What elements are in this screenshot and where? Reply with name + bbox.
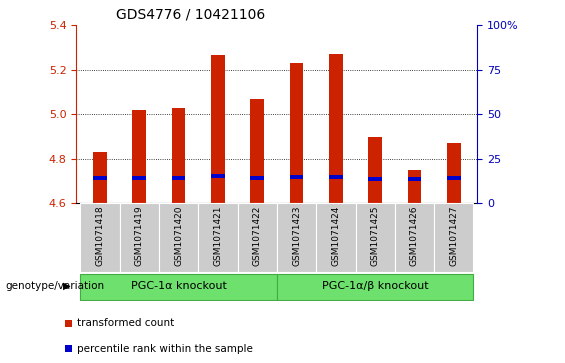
Bar: [368, 177, 382, 181]
Bar: [329, 175, 343, 179]
Bar: [80, 274, 277, 300]
Text: GSM1071419: GSM1071419: [134, 205, 144, 266]
Bar: [250, 176, 264, 180]
Bar: [316, 203, 355, 272]
Text: GDS4776 / 10421106: GDS4776 / 10421106: [116, 8, 266, 21]
Bar: [447, 176, 460, 180]
Bar: [172, 176, 185, 180]
Bar: [93, 176, 107, 180]
Bar: [395, 203, 434, 272]
Bar: [237, 203, 277, 272]
Text: transformed count: transformed count: [77, 318, 175, 328]
Bar: [172, 108, 185, 203]
Bar: [211, 56, 225, 203]
Text: PGC-1α knockout: PGC-1α knockout: [131, 281, 227, 291]
Bar: [447, 143, 460, 203]
Text: genotype/variation: genotype/variation: [6, 281, 105, 291]
Bar: [250, 99, 264, 203]
Text: GSM1071426: GSM1071426: [410, 205, 419, 266]
Bar: [120, 203, 159, 272]
Text: GSM1071421: GSM1071421: [214, 205, 223, 266]
Bar: [211, 174, 225, 178]
Text: GSM1071422: GSM1071422: [253, 205, 262, 266]
Text: GSM1071423: GSM1071423: [292, 205, 301, 266]
Bar: [277, 274, 473, 300]
Text: GSM1071427: GSM1071427: [449, 205, 458, 266]
Bar: [355, 203, 395, 272]
Text: GSM1071424: GSM1071424: [331, 205, 340, 266]
Bar: [198, 203, 237, 272]
Bar: [407, 177, 421, 181]
Bar: [368, 136, 382, 203]
Bar: [132, 176, 146, 180]
Text: PGC-1α/β knockout: PGC-1α/β knockout: [322, 281, 428, 291]
Bar: [329, 54, 343, 203]
Bar: [407, 170, 421, 203]
Bar: [290, 175, 303, 179]
Bar: [80, 203, 120, 272]
Bar: [277, 203, 316, 272]
Bar: [159, 203, 198, 272]
Text: GSM1071420: GSM1071420: [174, 205, 183, 266]
Bar: [132, 110, 146, 203]
Bar: [290, 63, 303, 203]
Bar: [434, 203, 473, 272]
Text: GSM1071418: GSM1071418: [95, 205, 105, 266]
Text: ▶: ▶: [63, 281, 71, 291]
Text: percentile rank within the sample: percentile rank within the sample: [77, 344, 253, 354]
Bar: [93, 152, 107, 203]
Text: GSM1071425: GSM1071425: [371, 205, 380, 266]
